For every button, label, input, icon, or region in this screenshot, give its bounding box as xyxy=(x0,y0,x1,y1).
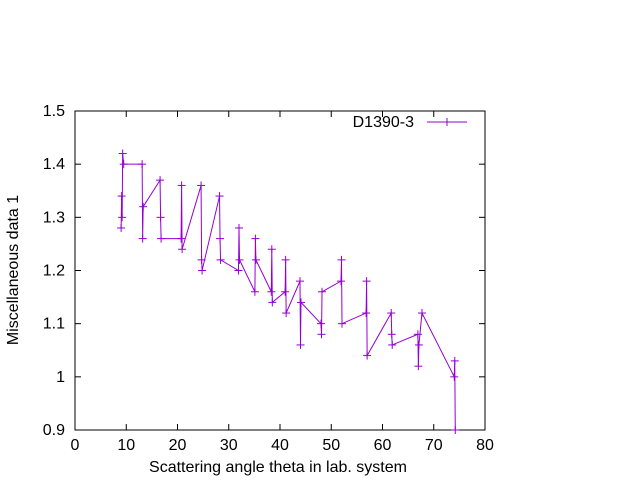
data-point xyxy=(216,255,225,264)
y-tick-label: 1.1 xyxy=(43,316,65,333)
data-point xyxy=(337,255,346,264)
data-point xyxy=(156,176,165,185)
data-point xyxy=(413,330,422,339)
x-tick-label: 40 xyxy=(271,437,289,454)
data-point xyxy=(118,213,127,222)
data-point xyxy=(215,192,224,201)
data-point xyxy=(251,234,260,243)
data-point xyxy=(177,234,186,243)
data-point xyxy=(251,255,260,264)
y-tick-label: 1.2 xyxy=(43,263,65,280)
data-point xyxy=(363,351,372,360)
x-tick-label: 60 xyxy=(374,437,392,454)
y-tick-label: 1.3 xyxy=(43,209,65,226)
legend-label: D1390-3 xyxy=(353,114,414,131)
data-point xyxy=(235,223,243,232)
legend: D1390-3 xyxy=(353,114,467,131)
data-point xyxy=(281,287,290,296)
data-point xyxy=(235,255,244,264)
data-point xyxy=(138,234,147,243)
plot-frame xyxy=(74,110,486,431)
data-point xyxy=(197,181,206,190)
axis-tick-labels: 0 10 20 30 40 50 60 70 80 0.9 1 1.1 1.2 1.3 1.4 1.5 xyxy=(43,103,494,454)
y-tick-label: 1 xyxy=(56,369,65,386)
data-point xyxy=(267,245,276,254)
x-tick-label: 10 xyxy=(117,437,135,454)
data-point xyxy=(297,298,306,307)
data-point xyxy=(295,277,304,286)
data-point xyxy=(417,309,426,318)
data-point xyxy=(414,340,423,349)
data-point xyxy=(362,309,371,318)
data-point xyxy=(268,298,277,307)
data-point xyxy=(138,160,147,169)
data-point xyxy=(388,340,397,349)
data-point xyxy=(387,330,396,339)
data-point xyxy=(117,223,126,232)
data-point xyxy=(296,340,305,349)
x-tick-label: 0 xyxy=(71,437,80,454)
data-point xyxy=(450,372,459,381)
data-point xyxy=(282,309,291,318)
data-point xyxy=(362,277,371,286)
data-point xyxy=(119,160,128,169)
data-point xyxy=(157,234,166,243)
data-point xyxy=(234,266,243,275)
data-point xyxy=(139,202,148,211)
series-layer xyxy=(117,149,460,434)
data-point xyxy=(281,255,290,264)
y-tick-label: 1.5 xyxy=(43,103,65,120)
data-point xyxy=(178,245,187,254)
data-point xyxy=(118,149,127,158)
x-tick-label: 70 xyxy=(425,437,443,454)
y-tick-label: 0.9 xyxy=(43,422,65,439)
axis-ticks xyxy=(74,110,486,431)
x-tick-label: 80 xyxy=(476,437,494,454)
data-point xyxy=(387,309,396,318)
y-axis-label: Miscellaneous data 1 xyxy=(5,195,22,345)
data-point xyxy=(117,192,126,201)
x-tick-label: 50 xyxy=(322,437,340,454)
data-point xyxy=(317,319,325,328)
data-point xyxy=(216,234,225,243)
data-point xyxy=(318,287,327,296)
x-tick-label: 30 xyxy=(220,437,238,454)
data-point xyxy=(338,319,347,328)
data-point xyxy=(198,266,207,275)
data-point xyxy=(177,181,186,190)
data-point xyxy=(250,287,259,296)
data-point xyxy=(450,356,459,365)
data-point xyxy=(336,277,345,286)
data-point xyxy=(317,330,326,339)
data-point xyxy=(451,426,460,434)
data-point xyxy=(414,362,423,371)
data-point xyxy=(156,213,165,222)
data-point xyxy=(267,287,276,296)
x-tick-label: 20 xyxy=(169,437,187,454)
y-tick-label: 1.4 xyxy=(43,156,65,173)
x-axis-label: Scattering angle theta in lab. system xyxy=(149,459,407,476)
data-point xyxy=(197,255,206,264)
